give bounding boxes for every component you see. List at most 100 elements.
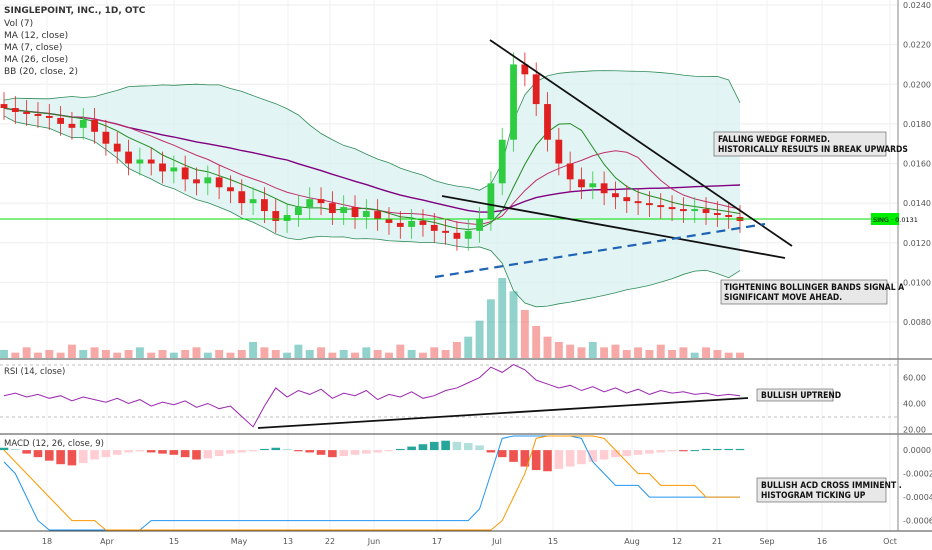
indicator-legend-item: BB (20, close, 2): [4, 67, 78, 77]
volume-bar: [260, 347, 269, 358]
bollinger-fill: [4, 70, 740, 307]
bollinger-lower: [3, 115, 741, 308]
rsi-tick-label: 20.00: [903, 425, 926, 434]
macd-histogram-bar: [735, 448, 745, 451]
candle-body: [181, 167, 189, 180]
macd-histogram-bar: [531, 450, 541, 471]
macd-histogram-bar: [362, 450, 371, 454]
macd-histogram-bar: [203, 450, 213, 459]
indicator-legend-item: MA (7, close): [4, 43, 62, 53]
macd-histogram-bar: [339, 450, 348, 456]
macd-annotation-line2: HISTOGRAM TICKING UP: [761, 491, 866, 501]
macd-histogram-bar: [135, 450, 145, 452]
macd-histogram-bar: [622, 450, 632, 456]
macd-tick-label: -0.0002: [903, 470, 932, 479]
volume-bar: [713, 350, 722, 358]
candle-body: [498, 139, 506, 184]
volume-bar: [192, 347, 201, 358]
volume-bar: [407, 350, 416, 358]
macd-histogram-bar: [429, 441, 439, 451]
macd-histogram-bar: [645, 450, 654, 454]
volume-bar: [418, 352, 427, 358]
volume-bar: [656, 344, 665, 358]
candle-body: [23, 111, 31, 114]
time-tick-label: 15: [169, 537, 179, 546]
candles: [0, 52, 744, 251]
price-tick-label: 0.0080: [903, 318, 931, 327]
time-tick-label: Aug: [624, 537, 640, 546]
volume-bar: [724, 352, 733, 358]
macd-title: MACD (12, 26, close, 9): [4, 439, 104, 449]
candle-body: [657, 205, 665, 208]
indicator-legend-item: Vol (7): [4, 19, 33, 29]
volume-bar: [464, 336, 473, 358]
volume-bar: [645, 350, 654, 358]
volume-bar: [373, 350, 382, 358]
macd-histogram-bar: [305, 450, 315, 453]
volume-bar: [124, 350, 133, 358]
volume-bar: [294, 344, 303, 358]
macd-histogram-bar: [237, 450, 247, 453]
time-tick-label: 22: [325, 537, 335, 546]
candle-body: [476, 218, 483, 231]
volume-bar: [237, 350, 246, 358]
volume-bar: [158, 350, 167, 358]
candle-body: [487, 183, 495, 219]
volume-bar: [509, 291, 518, 358]
candle-body: [362, 211, 370, 217]
macd-histogram-bar: [679, 450, 688, 452]
candle-body: [668, 207, 676, 210]
macd-histogram-bar: [452, 441, 462, 451]
price-tick-label: 0.0180: [903, 120, 931, 129]
volume-bar: [430, 347, 439, 358]
price-tick-label: 0.0140: [903, 199, 931, 208]
candle-body: [79, 119, 87, 128]
volume-bar: [736, 352, 744, 358]
volume-bar: [588, 342, 597, 358]
macd-histogram-bar: [690, 450, 700, 452]
macd-histogram-bar: [90, 450, 99, 460]
volume-bar: [566, 344, 575, 358]
macd-histogram-bar: [713, 448, 722, 451]
wedge-annotation-line2: HISTORICALLY RESULTS IN BREAK UPWARDS: [718, 145, 908, 155]
candle-body: [238, 191, 246, 204]
volume-bar: [305, 350, 314, 358]
macd-histogram-bar: [67, 450, 77, 466]
candle-body: [283, 215, 291, 221]
macd-tick-label: -0.0004: [903, 493, 932, 502]
volume-bar: [67, 344, 76, 358]
volume-bar: [203, 352, 212, 358]
macd-histogram-bar: [656, 450, 666, 453]
volume-bar: [169, 352, 178, 358]
volume-bar: [622, 350, 631, 358]
volume-bar: [690, 352, 699, 358]
macd-histogram-bar: [226, 450, 235, 454]
candle-body: [521, 64, 529, 75]
macd-histogram-bar: [373, 450, 382, 453]
bb-annotation-line1: TIGHTENING BOLLINGER BANDS SIGNAL A: [724, 283, 904, 293]
candle-body: [0, 104, 8, 109]
candle-body: [408, 220, 416, 227]
macd-histogram-bar: [588, 450, 598, 462]
macd-histogram-bar: [11, 448, 20, 451]
moving-averages: [3, 107, 741, 230]
candle-body: [328, 203, 336, 214]
volume-bar: [215, 350, 224, 358]
candle-body: [170, 167, 178, 172]
candle-body: [125, 151, 132, 164]
time-tick-label: Sep: [759, 537, 774, 546]
rsi-tick-label: 60.00: [903, 374, 926, 383]
volume-bar: [385, 352, 393, 358]
rsi-title: RSI (14, close): [4, 367, 65, 377]
candle-body: [453, 232, 461, 239]
candle-body: [634, 201, 642, 204]
volume-bar: [577, 347, 586, 358]
candle-body: [578, 179, 585, 188]
wedge-upper-line: [489, 39, 793, 247]
price-axis: 0.0240 0.0220 0.0200 0.0180 0.0160 0.0140 0.01…: [903, 1, 931, 327]
macd-histogram-bar: [543, 450, 552, 472]
time-tick-label: Jul: [491, 537, 502, 546]
time-tick-label: May: [231, 537, 248, 546]
time-tick-label: 21: [712, 537, 722, 546]
macd-annotation-box: [756, 477, 887, 503]
